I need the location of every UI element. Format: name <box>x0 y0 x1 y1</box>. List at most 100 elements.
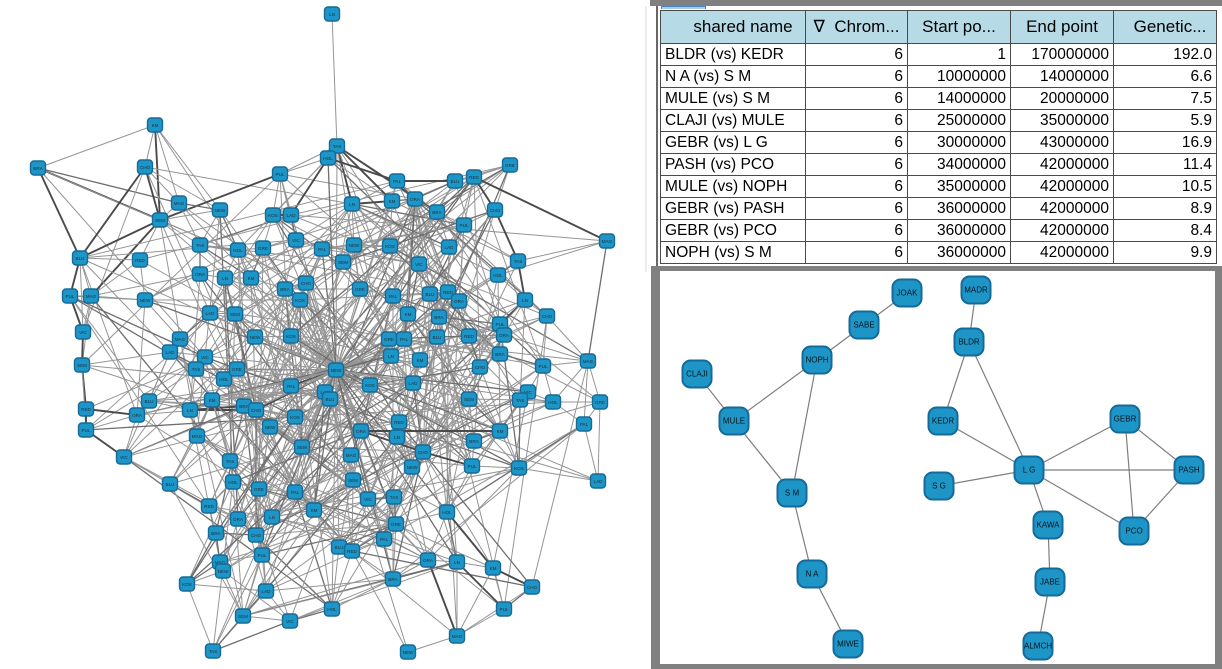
svg-text:TAS: TAS <box>333 144 342 149</box>
svg-text:BLU: BLU <box>326 397 335 402</box>
svg-text:PASH: PASH <box>1178 466 1199 475</box>
svg-text:SEM: SEM <box>297 445 307 450</box>
svg-text:LN: LN <box>269 515 275 520</box>
svg-text:VIC: VIC <box>415 262 423 267</box>
svg-text:PCO: PCO <box>1125 527 1142 536</box>
svg-text:HOL: HOL <box>548 400 558 405</box>
svg-text:BLU: BLU <box>145 399 154 404</box>
svg-text:RED: RED <box>394 420 404 425</box>
svg-text:LAD: LAD <box>594 479 604 484</box>
svg-text:JABE: JABE <box>1040 578 1060 587</box>
svg-text:TAS: TAS <box>514 259 523 264</box>
svg-text:PUL: PUL <box>539 364 548 369</box>
svg-text:KOS: KOS <box>182 582 192 587</box>
svg-text:BRA: BRA <box>495 352 505 357</box>
svg-text:SEM: SEM <box>155 218 165 223</box>
svg-text:CHO: CHO <box>475 365 486 370</box>
svg-text:TAS: TAS <box>226 459 235 464</box>
svg-text:SEM: SEM <box>464 397 474 402</box>
svg-text:VIC: VIC <box>292 238 300 243</box>
svg-text:KM: KM <box>389 199 396 204</box>
svg-text:BRA: BRA <box>239 404 249 409</box>
svg-text:GRE: GRE <box>595 400 605 405</box>
svg-text:BLU: BLU <box>433 335 442 340</box>
svg-text:NEW: NEW <box>331 368 342 373</box>
svg-text:HOL: HOL <box>323 156 333 161</box>
svg-text:KOS: KOS <box>290 415 300 420</box>
svg-text:LN: LN <box>329 12 335 17</box>
svg-text:CLAJI: CLAJI <box>686 370 708 379</box>
svg-text:KOS: KOS <box>268 213 278 218</box>
svg-text:S G: S G <box>932 482 946 491</box>
svg-text:ALMCH: ALMCH <box>1024 642 1052 651</box>
svg-text:NEW: NEW <box>215 208 226 213</box>
svg-text:LAD: LAD <box>262 589 272 594</box>
svg-text:TAS: TAS <box>192 367 201 372</box>
svg-text:SEM: SEM <box>230 312 240 317</box>
svg-text:LN: LN <box>454 560 460 565</box>
svg-text:KM: KM <box>417 358 424 363</box>
svg-text:BRA: BRA <box>432 210 442 215</box>
svg-text:MAG: MAG <box>346 453 357 458</box>
svg-text:RED: RED <box>347 549 357 554</box>
svg-text:LAD: LAD <box>166 350 176 355</box>
svg-text:KOS: KOS <box>295 298 305 303</box>
svg-text:NEW: NEW <box>250 335 261 340</box>
svg-text:BLDR: BLDR <box>958 338 980 347</box>
svg-text:LN: LN <box>349 202 355 207</box>
svg-text:MAG: MAG <box>452 634 463 639</box>
svg-text:PUL: PUL <box>258 553 267 558</box>
svg-text:TAS: TAS <box>516 398 525 403</box>
svg-text:JOAK: JOAK <box>897 289 919 298</box>
svg-text:LN: LN <box>394 435 400 440</box>
svg-text:GRE: GRE <box>355 287 365 292</box>
svg-text:ORA: ORA <box>132 413 143 418</box>
svg-text:BRA: BRA <box>434 315 444 320</box>
svg-text:PUL: PUL <box>468 464 477 469</box>
svg-text:LAD: LAD <box>287 213 297 218</box>
svg-text:GRE: GRE <box>384 337 394 342</box>
svg-text:NEW: NEW <box>403 650 414 655</box>
svg-text:KOS: KOS <box>385 244 395 249</box>
svg-text:ORA: ORA <box>195 272 206 277</box>
svg-text:HOL: HOL <box>219 377 229 382</box>
svg-text:ORA: ORA <box>356 429 367 434</box>
svg-text:ORA: ORA <box>423 558 434 563</box>
svg-text:PAL: PAL <box>580 422 589 427</box>
svg-text:PUL: PUL <box>66 294 75 299</box>
svg-text:PUL: PUL <box>276 172 285 177</box>
svg-text:LN: LN <box>522 298 528 303</box>
svg-text:BLU: BLU <box>451 179 460 184</box>
svg-text:RED: RED <box>81 407 91 412</box>
svg-text:KM: KM <box>311 508 318 513</box>
svg-text:HOL: HOL <box>493 273 503 278</box>
svg-text:GRE: GRE <box>232 367 242 372</box>
svg-text:KM: KM <box>405 312 412 317</box>
svg-text:MIWE: MIWE <box>837 640 859 649</box>
svg-text:CHO: CHO <box>527 585 538 590</box>
svg-text:MAG: MAG <box>86 294 97 299</box>
svg-text:BLU: BLU <box>76 256 85 261</box>
svg-text:HOL: HOL <box>228 480 238 485</box>
svg-text:KM: KM <box>490 566 497 571</box>
svg-text:NEW: NEW <box>265 425 276 430</box>
svg-text:KOS: KOS <box>286 334 296 339</box>
svg-text:NEW: NEW <box>349 243 360 248</box>
svg-text:CHO: CHO <box>251 533 262 538</box>
svg-text:SEM: SEM <box>338 260 348 265</box>
svg-text:PAL: PAL <box>318 247 327 252</box>
svg-text:CHO: CHO <box>301 281 312 286</box>
svg-text:TAS: TAS <box>196 243 205 248</box>
svg-text:GRE: GRE <box>391 522 401 527</box>
svg-text:PAL: PAL <box>400 337 409 342</box>
svg-text:RED: RED <box>204 504 214 509</box>
svg-text:BLU: BLU <box>335 545 344 550</box>
svg-text:N A: N A <box>806 570 820 579</box>
svg-text:BLU: BLU <box>426 292 435 297</box>
svg-text:PAL: PAL <box>287 384 296 389</box>
svg-text:SEM: SEM <box>238 614 248 619</box>
svg-text:KM: KM <box>248 276 255 281</box>
svg-text:BLU: BLU <box>166 482 175 487</box>
svg-text:NEW: NEW <box>218 569 229 574</box>
svg-text:NEW: NEW <box>407 465 418 470</box>
